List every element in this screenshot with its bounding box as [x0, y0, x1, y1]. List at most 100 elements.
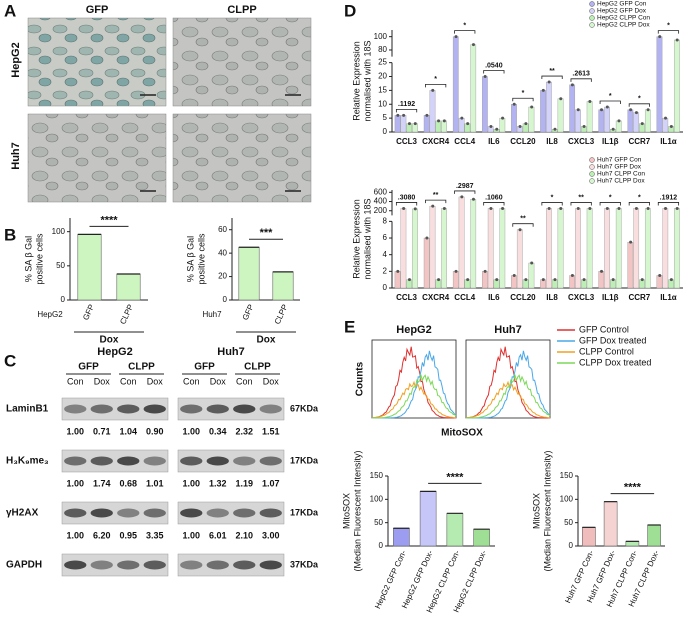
significance-bracket [454, 30, 476, 34]
y-tick-label: 50 [564, 518, 573, 527]
y-tick-label: 6 [383, 233, 388, 242]
blot [61, 553, 169, 577]
data-point [501, 206, 505, 210]
band [259, 560, 282, 570]
density-value: 1.74 [93, 478, 111, 488]
data-point [483, 75, 487, 79]
bar [586, 101, 593, 133]
band [180, 404, 203, 414]
bar [452, 271, 459, 289]
significance-label: **** [624, 482, 642, 494]
bar [116, 273, 141, 301]
data-point [646, 108, 650, 112]
x-tick-label: IL8 [546, 137, 558, 146]
density-value: 0.90 [146, 426, 164, 436]
band [90, 508, 113, 518]
legend-marker [589, 164, 595, 170]
data-point [547, 80, 551, 84]
data-point [611, 278, 615, 282]
y-tick-label: 600 [374, 187, 388, 196]
significance-label: .2613 [572, 71, 590, 78]
x-tick-label: CLPP [273, 303, 290, 326]
density-value: 1.04 [119, 426, 137, 436]
y-tick-label: 0 [383, 127, 388, 136]
bar [674, 39, 680, 133]
legend-marker [589, 15, 595, 21]
construct-label: GFP [78, 362, 99, 373]
data-point [559, 206, 563, 210]
significance-bracket [570, 78, 592, 82]
density-value: 2.10 [235, 530, 253, 540]
bar [546, 208, 552, 289]
bar [482, 76, 488, 133]
data-point [524, 122, 528, 126]
band [259, 456, 282, 466]
bar [400, 115, 407, 133]
column-label: GFP [86, 4, 109, 16]
y-axis-label: Relative Expression [351, 41, 361, 121]
bar [586, 208, 593, 289]
y-tick-label: 25 [378, 58, 387, 67]
legend-label: GFP Control [579, 324, 629, 334]
significance-bracket [483, 202, 505, 206]
data-point [547, 206, 551, 210]
data-point [629, 240, 633, 244]
legend-label: Huh7 GFP Con [597, 157, 642, 164]
bar [569, 275, 576, 289]
data-point [600, 269, 604, 273]
size-label: 17KDa [290, 507, 319, 517]
density-value: 0.68 [119, 478, 137, 488]
bar [499, 208, 506, 289]
data-point [658, 35, 662, 39]
blot [177, 397, 285, 421]
legend-label: CLPP Dox treated [579, 357, 651, 367]
y-axis-label: normalised with 18S [362, 40, 372, 121]
band [117, 560, 140, 570]
data-point [402, 113, 406, 117]
bar [458, 196, 465, 289]
x-tick-label: CXCR4 [422, 293, 450, 302]
data-point [501, 116, 505, 120]
legend-marker [589, 171, 595, 177]
y-axis-label: Relative Expression [351, 199, 361, 279]
band [143, 456, 166, 466]
x-tick-label: CCR7 [628, 293, 650, 302]
y-tick-label: 4 [383, 250, 388, 259]
y-tick-label: 150 [560, 471, 574, 480]
group-label: Dox [100, 335, 119, 346]
significance-label: **** [100, 214, 118, 226]
y-axis-label: MitoSOX [341, 493, 351, 529]
x-tick-label: GFP [241, 303, 256, 322]
size-label: 67KDa [290, 403, 319, 413]
significance-bracket [628, 103, 650, 107]
data-point [617, 119, 621, 123]
bar [528, 262, 535, 289]
bar [674, 208, 680, 289]
band [259, 404, 282, 414]
significance-label: * [638, 194, 641, 201]
significance-label: * [434, 76, 437, 83]
x-tick-label: CXCR4 [422, 137, 450, 146]
density-value: 1.32 [209, 478, 227, 488]
data-point [466, 278, 470, 282]
y-tick-label: 150 [370, 471, 384, 480]
y-tick-label: 100 [52, 227, 66, 236]
significance-label: * [667, 23, 670, 30]
y-axis-label: normalised with 18S [362, 198, 372, 279]
y-axis-label: % SA β Gal [185, 236, 195, 282]
significance-bracket [395, 202, 418, 206]
cell-line-heading: Huh7 [217, 346, 245, 358]
treatment-label: Con [183, 376, 200, 386]
density-value: 1.00 [182, 530, 200, 540]
band [117, 404, 140, 414]
y-tick-label: 20 [378, 72, 387, 81]
legend-label: HepG2 GFP Con [597, 1, 647, 8]
data-point [483, 269, 487, 273]
treatment-label: Dox [210, 376, 227, 386]
density-value: 1.00 [182, 426, 200, 436]
significance-label: .1060 [485, 194, 503, 201]
x-tick-label: CCL4 [454, 137, 475, 146]
density-value: 3.35 [146, 530, 164, 540]
band [233, 560, 256, 570]
x-tick-label: IL1α [660, 293, 677, 302]
